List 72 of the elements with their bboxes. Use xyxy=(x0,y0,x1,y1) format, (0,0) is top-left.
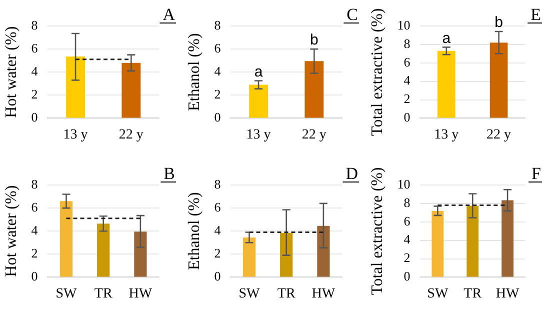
x-tick-label: TR xyxy=(94,286,113,302)
y-tick-label: 2 xyxy=(404,91,410,106)
x-tick-label: 22 y xyxy=(118,127,144,142)
y-tick-label: 6 xyxy=(31,40,38,56)
y-tick-label: 8 xyxy=(214,17,221,32)
y-tick-label: 0 xyxy=(404,268,410,284)
y-tick-label: 0 xyxy=(31,110,38,125)
x-tick-label: 13 y xyxy=(246,127,271,142)
y-tick-label: 0 xyxy=(404,110,410,125)
y-tick-label: 6 xyxy=(214,199,222,214)
y-tick-label: 4 xyxy=(31,64,38,79)
x-tick-label: HW xyxy=(496,286,520,302)
y-tick-label: 2 xyxy=(214,246,221,261)
text: C xyxy=(346,5,358,24)
x-tick-label: SW xyxy=(238,286,261,302)
bar xyxy=(97,224,110,277)
y-tick-label: 0 xyxy=(214,268,221,284)
x-tick-label: HW xyxy=(312,286,336,302)
x-tick-label: 13 y xyxy=(434,127,459,142)
text: B xyxy=(164,164,175,183)
text: D xyxy=(346,164,358,183)
y-axis-title: Total extractive (%) xyxy=(368,167,386,295)
x-tick-label: 13 y xyxy=(63,127,88,142)
y-tick-label: 2 xyxy=(404,250,410,266)
y-tick-label: 8 xyxy=(31,17,38,32)
bar xyxy=(432,210,444,277)
annotation: b xyxy=(494,14,503,32)
annotation: b xyxy=(310,32,318,49)
x-tick-label: 22 y xyxy=(302,127,326,142)
x-tick-label: SW xyxy=(427,286,449,302)
y-tick-label: 8 xyxy=(404,194,410,210)
text: A xyxy=(162,5,176,24)
y-tick-label: 2 xyxy=(31,86,38,102)
y-axis-title: Hot water (%) xyxy=(2,185,20,277)
text: F xyxy=(532,164,541,183)
x-tick-label: 22 y xyxy=(486,127,512,142)
y-tick-label: 0 xyxy=(214,110,221,125)
annotation: a xyxy=(442,30,452,47)
y-tick-label: 6 xyxy=(31,199,38,214)
y-tick-label: 6 xyxy=(214,40,222,56)
x-tick-label: TR xyxy=(277,286,296,302)
bar xyxy=(280,232,293,277)
y-axis-title: Ethanol (%) xyxy=(186,33,203,111)
y-tick-label: 10 xyxy=(397,17,410,32)
x-tick-label: TR xyxy=(464,286,482,302)
text: E xyxy=(530,5,541,24)
y-tick-label: 4 xyxy=(404,232,411,247)
y-tick-label: 10 xyxy=(397,176,410,192)
y-axis-title: Hot water (%) xyxy=(2,26,20,118)
x-tick-label: SW xyxy=(56,286,78,302)
y-tick-label: 6 xyxy=(404,213,411,228)
y-axis-title: Total extractive (%) xyxy=(368,8,386,136)
y-tick-label: 2 xyxy=(214,86,221,102)
y-tick-label: 8 xyxy=(214,176,221,192)
y-tick-label: 4 xyxy=(404,72,411,88)
y-tick-label: 0 xyxy=(31,268,38,284)
y-tick-label: 8 xyxy=(31,176,38,192)
x-tick-label: HW xyxy=(128,286,153,302)
y-tick-label: 4 xyxy=(214,222,222,238)
annotation: a xyxy=(254,63,264,80)
bar xyxy=(466,206,479,277)
bar xyxy=(242,237,256,277)
y-tick-label: 6 xyxy=(404,54,411,70)
y-tick-label: 4 xyxy=(214,64,222,79)
bar xyxy=(502,200,514,277)
y-axis-title: Ethanol (%) xyxy=(186,192,203,270)
bar xyxy=(317,226,330,277)
y-tick-label: 2 xyxy=(31,246,38,261)
bar xyxy=(134,232,147,277)
y-tick-label: 4 xyxy=(31,222,38,238)
y-tick-label: 8 xyxy=(404,36,410,51)
bar xyxy=(60,201,73,277)
